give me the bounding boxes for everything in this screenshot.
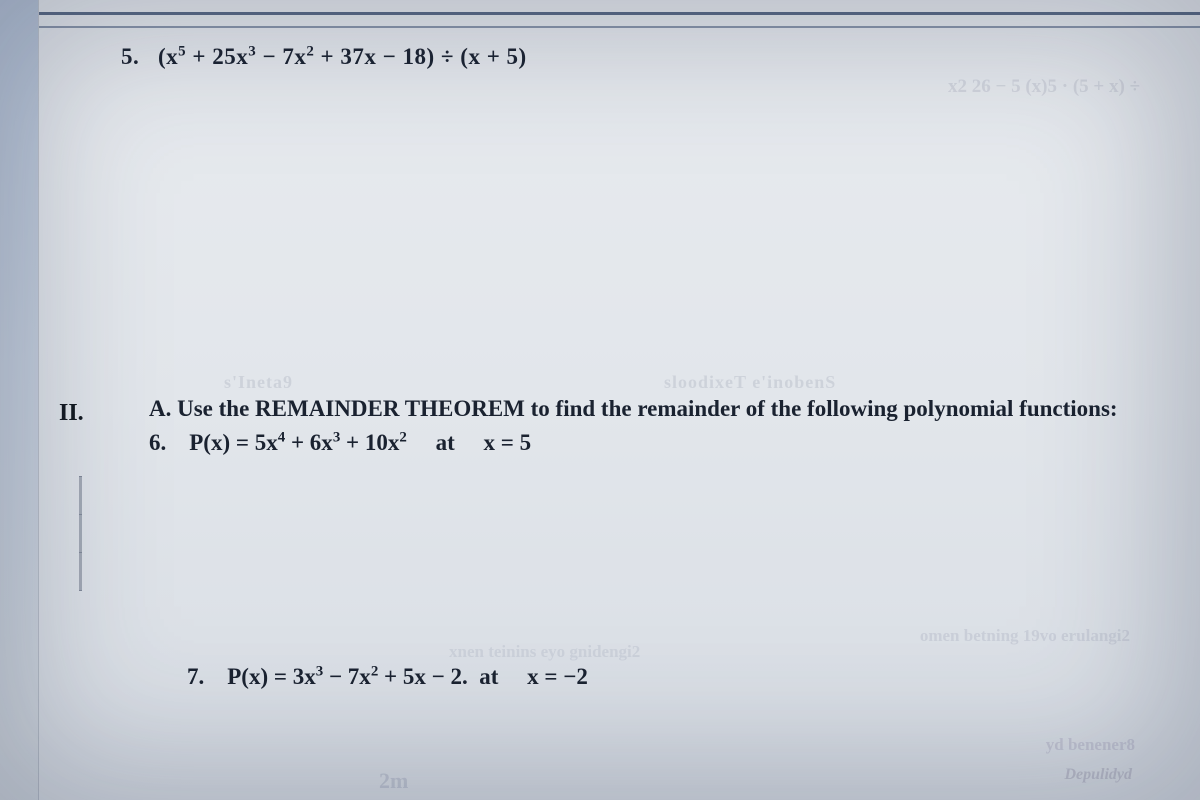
bleed-through-bottom-c: 2m — [379, 768, 408, 794]
problem-5-number: 5. — [121, 44, 139, 69]
problem-6-number: 6. — [149, 430, 166, 455]
table-row — [80, 553, 82, 591]
table-row — [80, 477, 82, 515]
worksheet-page: 5. (x5 + 25x3 − 7x2 + 37x − 18) ÷ (x + 5… — [38, 0, 1200, 800]
bleed-through-mid-left: xnen teinins eyo gnidengi2 — [449, 642, 640, 662]
problem-7: 7. P(x) = 3x3 − 7x2 + 5x − 2. at x = −2 — [187, 664, 588, 690]
problem-7-expression: P(x) = 3x3 − 7x2 + 5x − 2. at x = −2 — [227, 664, 588, 689]
bleed-through-top-right: x2 26 − 5 (x)5 · (5 + x) ÷ — [948, 76, 1140, 98]
top-rule-light — [39, 26, 1200, 28]
top-rule-heavy — [39, 12, 1200, 15]
bleed-through-right: sloodixeT e'inobenS — [664, 372, 836, 393]
table-row — [80, 515, 82, 553]
problem-5: 5. (x5 + 25x3 − 7x2 + 37x − 18) ÷ (x + 5… — [121, 44, 527, 70]
section-ii-numeral: II. — [59, 400, 84, 427]
bleed-through-left: s'Ineta9 — [224, 372, 293, 393]
bleed-through-mid-right: omen betning 19vo erulangi2 — [920, 626, 1130, 646]
problem-5-expression: (x5 + 25x3 − 7x2 + 37x − 18) ÷ (x + 5) — [158, 44, 527, 69]
bleed-through-bottom-a: yd benener8 — [1046, 735, 1135, 755]
problem-7-number: 7. — [187, 664, 204, 689]
bleed-through-bottom-b: Depulidyd — [1064, 766, 1132, 784]
problem-6: 6. P(x) = 5x4 + 6x3 + 10x2 at x = 5 — [149, 430, 531, 456]
problem-6-expression: P(x) = 5x4 + 6x3 + 10x2 at x = 5 — [189, 430, 531, 455]
answer-grid — [79, 476, 82, 591]
section-ii-instruction: A. Use the REMAINDER THEOREM to find the… — [149, 396, 1118, 422]
